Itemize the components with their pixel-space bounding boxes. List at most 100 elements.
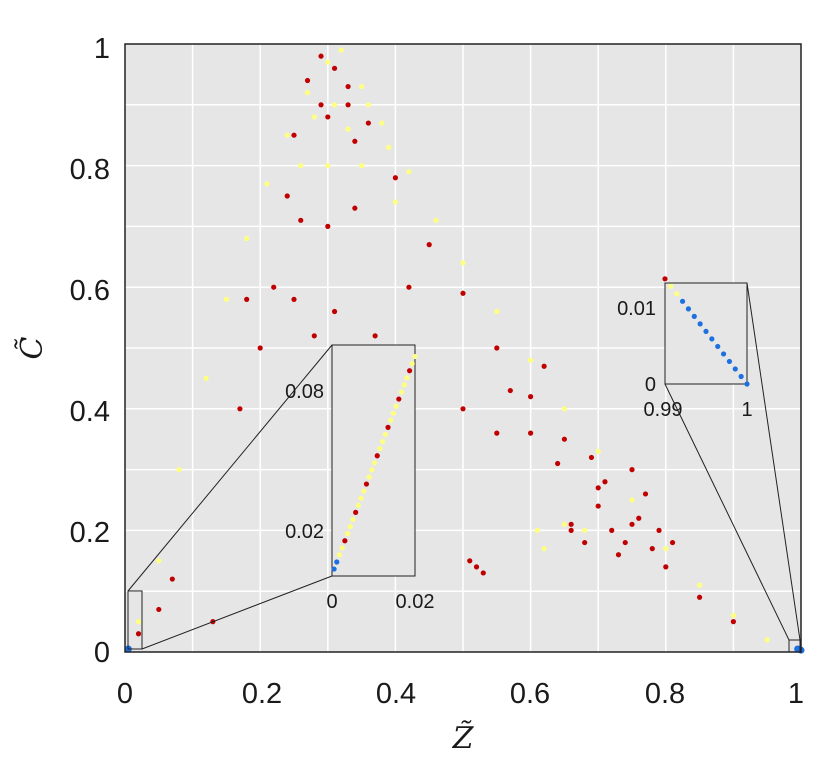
inset-right-point-5 — [691, 313, 697, 319]
point-s0-29 — [629, 467, 635, 473]
inset-right-point-14 — [744, 381, 750, 387]
point-s1-20 — [629, 497, 635, 503]
inset-left-point-27 — [404, 375, 410, 381]
inset-left-point-24 — [396, 396, 402, 402]
inset-right-point-6 — [697, 321, 703, 327]
point-s1-13 — [406, 169, 412, 175]
y-axis-label: C̃ — [15, 336, 50, 359]
inset-left-point-3 — [339, 545, 345, 551]
point-s1-4 — [223, 296, 229, 302]
point-s0-3 — [284, 193, 290, 199]
point-s0-33 — [582, 539, 588, 546]
zoom-region-right — [788, 639, 801, 653]
inset-left-x-tick-0: 0 — [326, 591, 337, 613]
x-tick-labels: 0 0.2 0.4 0.6 0.8 1 — [117, 678, 804, 710]
inset-left-point-28 — [407, 368, 413, 374]
inset-left: 0.08 0.02 0 0.02 — [285, 344, 435, 613]
inset-left-point-10 — [358, 495, 364, 501]
inset-right-point-4 — [685, 306, 692, 312]
inset-left-point-12 — [363, 481, 370, 487]
y-tick-2: 0.4 — [70, 396, 110, 428]
point-s0-16 — [595, 485, 601, 491]
inset-left-x-tick-1: 0.02 — [396, 591, 435, 613]
inset-left-point-22 — [390, 410, 397, 416]
point-s1-10 — [338, 47, 344, 53]
inset-left-point-5 — [344, 531, 351, 537]
point-s0-53 — [541, 363, 547, 369]
inset-right-y-tick-1: 0.01 — [617, 298, 656, 320]
x-tick-2: 0.4 — [376, 678, 416, 710]
point-s1-32 — [534, 527, 540, 534]
point-s1-22 — [697, 582, 703, 588]
inset-left-point-11 — [361, 488, 367, 494]
point-s0-47 — [406, 284, 412, 290]
point-s0-31 — [656, 527, 662, 534]
inset-left-point-9 — [355, 502, 361, 508]
inset-right-point-1 — [668, 283, 674, 289]
point-s0-36 — [156, 606, 162, 613]
x-tick-1: 0.2 — [242, 678, 282, 710]
inset-left-point-15 — [371, 460, 378, 466]
point-s1-21 — [663, 546, 669, 552]
inset-left-point-16 — [374, 453, 380, 459]
point-s1-17 — [528, 357, 534, 363]
point-s0-6 — [318, 53, 324, 59]
point-s1-15 — [460, 260, 466, 266]
point-s1-18 — [561, 406, 568, 412]
point-s0-50 — [473, 564, 480, 570]
inset-right-point-13 — [738, 373, 744, 380]
inset-connectors — [127, 282, 801, 650]
inset-right-point-9 — [715, 343, 721, 350]
inset-left-point-6 — [347, 523, 353, 530]
point-s1-26 — [331, 102, 338, 108]
point-s0-9 — [365, 120, 371, 126]
point-s1-6 — [264, 181, 270, 187]
point-s0-42 — [331, 308, 338, 315]
point-s0-24 — [636, 515, 642, 521]
inset-left-point-18 — [380, 438, 386, 445]
inset-right-x-tick-1: 1 — [741, 399, 752, 421]
point-s0-13 — [494, 345, 500, 351]
point-s0-55 — [507, 387, 513, 394]
inset-right-x-tick-0: 0.99 — [644, 399, 683, 421]
point-s0-40 — [325, 223, 331, 229]
inset-left-points — [331, 353, 418, 572]
point-s1-12 — [379, 120, 385, 126]
x-tick-5: 1 — [788, 678, 804, 710]
scatter-points — [124, 47, 805, 654]
inset-left-point-20 — [385, 424, 391, 430]
point-s0-62 — [352, 138, 358, 144]
point-s1-14 — [433, 217, 439, 223]
point-s0-19 — [697, 594, 703, 600]
inset-right-point-11 — [726, 358, 733, 365]
y-tick-5: 1 — [94, 33, 110, 65]
point-s1-25 — [311, 114, 317, 120]
point-s0-7 — [331, 65, 338, 71]
inset-left-point-0 — [331, 566, 337, 572]
point-s1-35 — [541, 546, 547, 552]
point-s1-30 — [298, 163, 304, 169]
point-s1-9 — [325, 59, 331, 65]
inset-left-point-26 — [401, 382, 407, 388]
point-s0-2 — [271, 284, 277, 290]
point-s0-37 — [135, 631, 142, 637]
inset-left-point-4 — [342, 538, 348, 544]
point-s0-27 — [642, 491, 649, 497]
inset-left-point-25 — [398, 389, 405, 395]
point-s0-15 — [561, 436, 568, 442]
point-s1-11 — [359, 83, 365, 90]
point-s0-41 — [291, 296, 297, 302]
y-tick-4: 0.8 — [70, 154, 110, 186]
point-s1-7 — [284, 132, 290, 138]
inset-left-y-tick-1: 0.08 — [285, 381, 324, 403]
point-s1-36 — [392, 199, 398, 205]
point-s0-5 — [304, 77, 311, 84]
inset-left-y-tick-0: 0.02 — [285, 521, 324, 543]
point-s0-49 — [460, 406, 466, 412]
inset-right-point-12 — [732, 366, 738, 372]
point-s0-52 — [467, 558, 473, 564]
point-s1-19 — [595, 448, 601, 454]
point-s1-16 — [494, 308, 500, 315]
x-tick-4: 0.8 — [645, 678, 685, 710]
